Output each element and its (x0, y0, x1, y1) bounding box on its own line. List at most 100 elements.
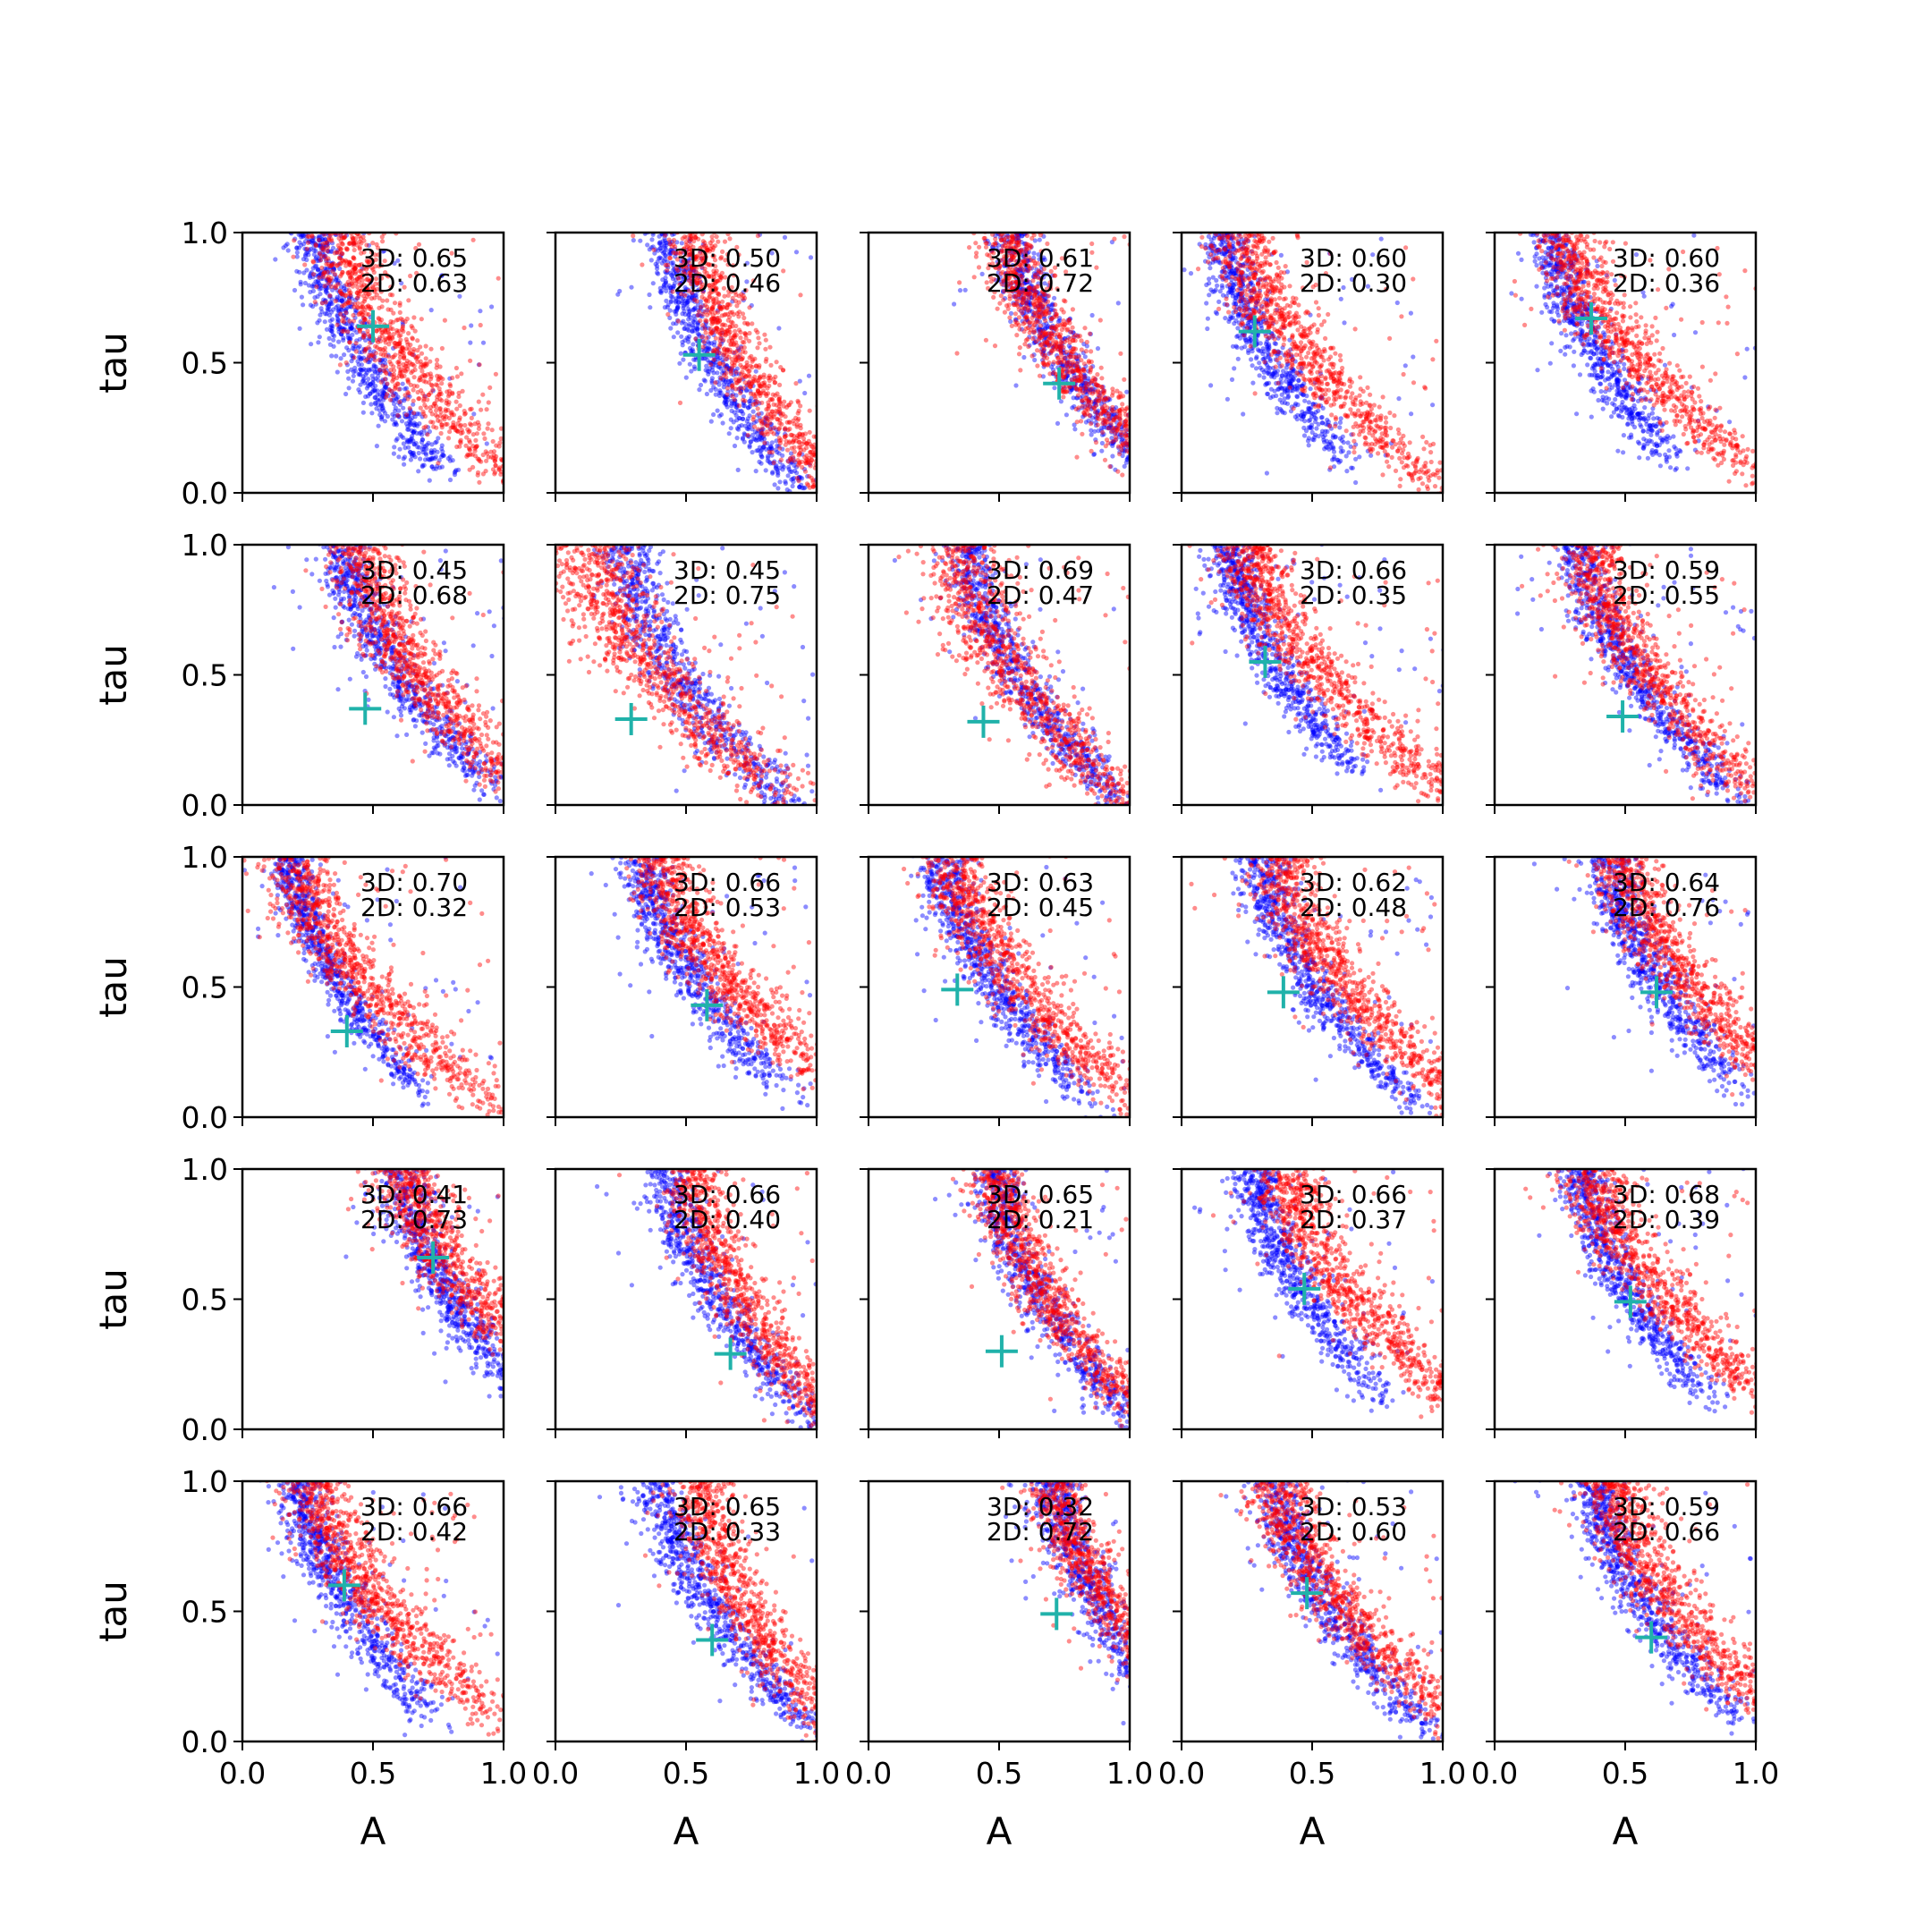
scatter-point (707, 291, 712, 296)
scatter-point (321, 245, 326, 250)
scatter-point (753, 369, 758, 374)
scatter-point (1060, 374, 1066, 379)
scatter-point (1026, 300, 1031, 305)
scatter-point (1030, 274, 1036, 279)
scatter-point (329, 326, 335, 331)
scatter-point (352, 266, 358, 271)
scatter-point (725, 318, 731, 323)
scatter-point (1124, 442, 1130, 447)
scatter-point (359, 268, 364, 274)
scatter-point (744, 419, 750, 424)
scatter-point (366, 242, 372, 248)
scatter-point (360, 374, 366, 379)
scatter-point (741, 402, 746, 409)
scatter-point (962, 287, 968, 292)
scatter-point (808, 442, 813, 447)
scatter-point (1013, 267, 1018, 272)
scatter-point (1048, 351, 1054, 356)
scatter-point (690, 347, 695, 352)
scatter-point (365, 287, 370, 292)
scatter-point (1035, 271, 1040, 277)
scatter-point (320, 247, 326, 253)
scatter-point (1099, 396, 1105, 402)
scatter-point (373, 257, 378, 262)
scatter-point (1013, 322, 1019, 327)
scatter-point (668, 299, 674, 304)
scatter-point (699, 265, 705, 271)
scatter-point (440, 449, 445, 454)
scatter-point (691, 257, 697, 262)
scatter-point (694, 254, 699, 259)
scatter-point (697, 277, 702, 283)
scatter-point (748, 388, 753, 394)
scatter-point (1117, 413, 1123, 419)
scatter-point (1020, 274, 1025, 279)
scatter-point (1076, 353, 1081, 359)
scatter-point (1042, 281, 1047, 286)
scatter-point (1031, 312, 1037, 318)
scatter-point (337, 280, 343, 286)
scatter-point (1045, 362, 1050, 368)
scatter-point (675, 318, 682, 324)
scatter-point (400, 326, 405, 331)
scatter-point (1010, 226, 1014, 231)
scatter-point (383, 349, 388, 355)
scatter-point (311, 282, 317, 287)
scatter-point (798, 475, 803, 480)
scatter-point (336, 255, 343, 260)
scatter-point (411, 411, 417, 416)
scatter-point (1262, 277, 1267, 283)
scatter-point (711, 299, 716, 304)
scatter-point (1054, 311, 1059, 317)
scatter-point (702, 266, 708, 271)
scatter-point (1119, 429, 1124, 436)
scatter-point (1319, 428, 1326, 434)
scatter-point (1102, 418, 1107, 423)
scatter-point (1006, 288, 1012, 294)
scatter-point (484, 458, 489, 463)
scatter-point (376, 398, 381, 403)
scatter-point (767, 449, 772, 455)
scatter-point (700, 323, 706, 328)
scatter-point (747, 403, 753, 410)
scatter-point (1077, 369, 1082, 375)
scatter-point (423, 343, 428, 349)
scatter-point (717, 318, 723, 323)
scatter-point (393, 419, 398, 425)
scatter-point (321, 243, 326, 249)
scatter-point (738, 335, 743, 341)
scatter-point (737, 416, 742, 421)
scatter-point (1009, 257, 1014, 262)
scatter-point (754, 363, 759, 369)
scatter-point (665, 259, 671, 265)
scatter-point (475, 472, 480, 478)
scatter-point (1067, 386, 1072, 391)
scatter-point (1070, 363, 1075, 369)
scatter-point (1119, 447, 1124, 453)
scatter-point (1104, 396, 1109, 402)
scatter-point (396, 334, 402, 339)
scatter-point (339, 272, 344, 277)
scatter-point (1036, 275, 1041, 281)
scatter-point (1004, 245, 1010, 250)
scatter-point (1021, 255, 1026, 260)
scatter-point (1113, 414, 1118, 419)
scatter-point (1263, 341, 1269, 347)
scatter-point (747, 379, 752, 385)
scatter-point (394, 437, 399, 443)
scatter-point (367, 352, 372, 358)
scatter-point (801, 436, 807, 441)
scatter-point (767, 383, 772, 388)
scatter-point (425, 397, 430, 402)
scatter-point (1027, 323, 1032, 328)
scatter-point (787, 419, 792, 425)
scatter-point (369, 373, 375, 378)
scatter-point (319, 233, 325, 238)
scatter-point (1006, 302, 1012, 308)
scatter-point (1210, 259, 1216, 265)
scatter-point (1014, 288, 1020, 293)
scatter-point (345, 329, 351, 335)
scatter-point (993, 236, 998, 242)
scatter-point (745, 320, 750, 326)
scatter-point (777, 382, 783, 387)
